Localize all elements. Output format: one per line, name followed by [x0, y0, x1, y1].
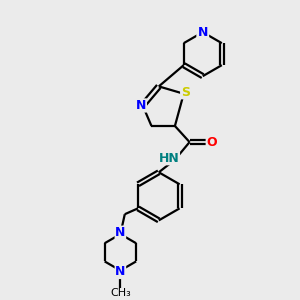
Text: O: O: [206, 136, 217, 148]
Text: N: N: [136, 99, 146, 112]
Text: N: N: [198, 26, 208, 39]
Text: N: N: [115, 226, 126, 239]
Text: HN: HN: [159, 152, 179, 165]
Text: S: S: [181, 86, 190, 99]
Text: N: N: [115, 266, 126, 278]
Text: CH₃: CH₃: [110, 288, 131, 298]
